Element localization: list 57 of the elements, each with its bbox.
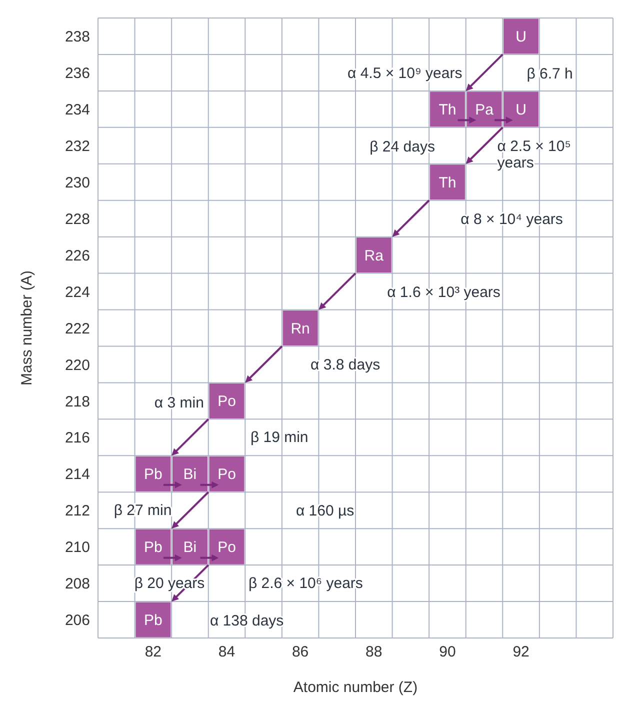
x-tick-label: 86	[292, 644, 309, 661]
y-tick-label: 238	[64, 28, 90, 46]
y-tick-label: 216	[64, 430, 90, 447]
y-tick-label: 210	[64, 539, 90, 556]
data-label: U	[516, 101, 526, 118]
y-tick-label: 208	[64, 576, 90, 593]
data-label: U	[516, 28, 526, 46]
y-axis-title: Mass number (A)	[18, 270, 36, 386]
point	[172, 456, 208, 492]
y-tick-label: 234	[64, 102, 90, 118]
y-tick-label: 218	[64, 393, 90, 410]
data-label: Th	[438, 174, 456, 192]
point	[504, 18, 539, 54]
data-label: Ra	[364, 247, 384, 264]
annotation: β 24 days	[370, 138, 435, 156]
data-label: Pa	[475, 101, 494, 118]
x-axis-title: Atomic number (Z)	[293, 679, 418, 696]
x-tick-label: 82	[144, 644, 162, 661]
y-tick-label: 230	[64, 174, 90, 192]
y-tick-label: 212	[64, 502, 90, 520]
y-tick-label: 226	[64, 247, 90, 264]
x-tick-label: 92	[512, 644, 530, 661]
x-tick-label: 88	[366, 644, 382, 661]
point	[172, 529, 208, 564]
data-label: Po	[218, 393, 236, 410]
annotation: β 27 min	[114, 502, 172, 520]
annotation: α 3.8 days	[310, 356, 380, 374]
annotation: β 6.7 h	[526, 65, 573, 82]
data-label: Bi	[183, 539, 197, 556]
point	[504, 92, 539, 127]
annotation: α 2.5 × 10⁵ years	[497, 138, 571, 172]
y-tick-label: 222	[64, 320, 90, 338]
annotation: α 1.6 × 10³ years	[387, 284, 500, 301]
annotation: β 19 min	[250, 429, 308, 446]
y-tick-label: 236	[64, 65, 90, 82]
data-label: Pb	[144, 539, 162, 556]
data-label: Po	[218, 466, 236, 484]
data-label: Bi	[183, 466, 197, 484]
y-tick-label: 214	[64, 466, 90, 484]
annotation: α 3 min	[154, 394, 204, 412]
annotation: α 4.5 × 10⁹ years	[348, 64, 462, 82]
data-label: Rn	[290, 320, 310, 338]
data-label: Po	[218, 539, 236, 556]
annotation: α 138 days	[210, 612, 284, 630]
x-tick-label: 84	[218, 644, 236, 661]
annotation: α 160 µs	[296, 502, 354, 520]
y-tick-label: 232	[64, 138, 90, 155]
y-tick-label: 206	[64, 612, 90, 630]
annotation: β 2.6 × 10⁶ years	[248, 575, 363, 592]
data-label: Pb	[144, 612, 162, 630]
y-tick-label: 220	[64, 356, 90, 374]
y-tick-label: 228	[64, 210, 90, 228]
data-label: Th	[438, 101, 456, 118]
data-label: Pb	[144, 466, 162, 484]
x-tick-label: 90	[439, 644, 456, 661]
annotation: α 8 × 10⁴ years	[460, 210, 563, 228]
y-tick-label: 224	[64, 284, 90, 301]
